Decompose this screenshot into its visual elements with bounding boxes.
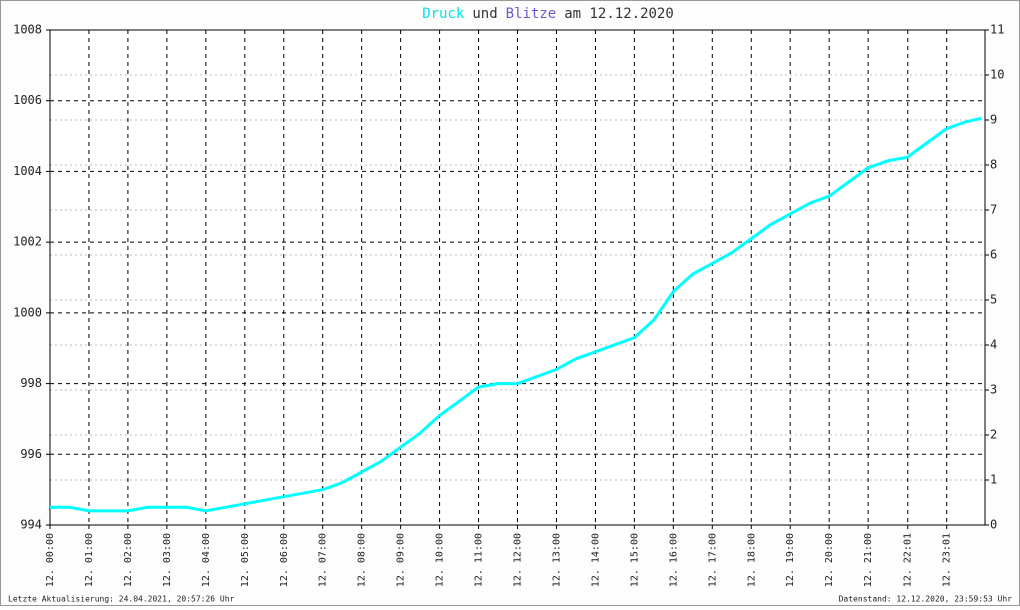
x-tick-label: 12. 16:00 (668, 533, 679, 587)
y-tick-label: 996 (20, 447, 42, 461)
x-tick-label: 12. 00:00 (45, 533, 56, 587)
x-tick-label: 12. 01:00 (84, 533, 95, 587)
y2-tick-label: 10 (990, 68, 1004, 82)
y2-tick-label: 11 (990, 23, 1004, 37)
y2-tick-label: 3 (990, 383, 997, 397)
y2-tick-label: 9 (990, 113, 997, 127)
x-tick-label: 12. 03:00 (162, 533, 173, 587)
x-tick-label: 12. 07:00 (318, 533, 329, 587)
data-line (50, 116, 982, 513)
y-tick-label: 998 (20, 376, 42, 390)
y2-tick-label: 0 (990, 518, 997, 532)
chart-title: Druck und Blitze am 12.12.2020 (422, 6, 674, 22)
y2-tick-label: 5 (990, 293, 997, 307)
x-tick-label: 12. 10:00 (435, 533, 446, 587)
y-tick-label: 1002 (13, 235, 42, 249)
y2-tick-label: 8 (990, 158, 997, 172)
x-tick-label: 12. 09:00 (396, 533, 407, 587)
y-tick-label: 1006 (13, 93, 42, 107)
x-tick-label: 12. 06:00 (279, 533, 290, 587)
x-tick-label: 12. 20:00 (824, 533, 835, 587)
y2-tick-label: 7 (990, 203, 997, 217)
title-part: und (472, 6, 497, 22)
y-tick-label: 1004 (13, 164, 42, 178)
x-tick-label: 12. 17:00 (707, 533, 718, 587)
footer-right: Datenstand: 12.12.2020, 23:59:53 Uhr (839, 595, 1013, 604)
x-tick-label: 12. 02:00 (123, 533, 134, 587)
y-tick-label: 994 (20, 518, 42, 532)
title-part: Druck (422, 6, 465, 22)
y2-tick-label: 6 (990, 248, 997, 262)
title-part: Blitze (506, 6, 557, 22)
x-tick-label: 12. 11:00 (474, 533, 485, 587)
y-tick-label: 1000 (13, 305, 42, 319)
title-part: am 12.12.2020 (564, 6, 674, 22)
y2-tick-label: 2 (990, 428, 997, 442)
x-tick-label: 12. 13:00 (551, 533, 562, 587)
x-tick-label: 12. 15:00 (629, 533, 640, 587)
x-tick-label: 12. 22:01 (903, 533, 914, 587)
y2-tick-label: 4 (990, 338, 997, 352)
x-tick-label: 12. 12:00 (513, 533, 524, 587)
x-tick-label: 12. 19:00 (785, 533, 796, 587)
footer-left: Letzte Aktualisierung: 24.04.2021, 20:57… (8, 595, 235, 604)
x-tick-label: 12. 21:00 (863, 533, 874, 587)
y2-tick-label: 1 (990, 473, 997, 487)
plot-border (49, 29, 986, 526)
x-tick-label: 12. 18:00 (746, 533, 757, 587)
x-tick-label: 12. 04:00 (201, 533, 212, 587)
x-tick-label: 12. 23:01 (942, 533, 953, 587)
x-tick-label: 12. 08:00 (357, 533, 368, 587)
y-tick-label: 1008 (13, 23, 42, 37)
x-tick-label: 12. 05:00 (240, 533, 251, 587)
x-tick-label: 12. 14:00 (590, 533, 601, 587)
